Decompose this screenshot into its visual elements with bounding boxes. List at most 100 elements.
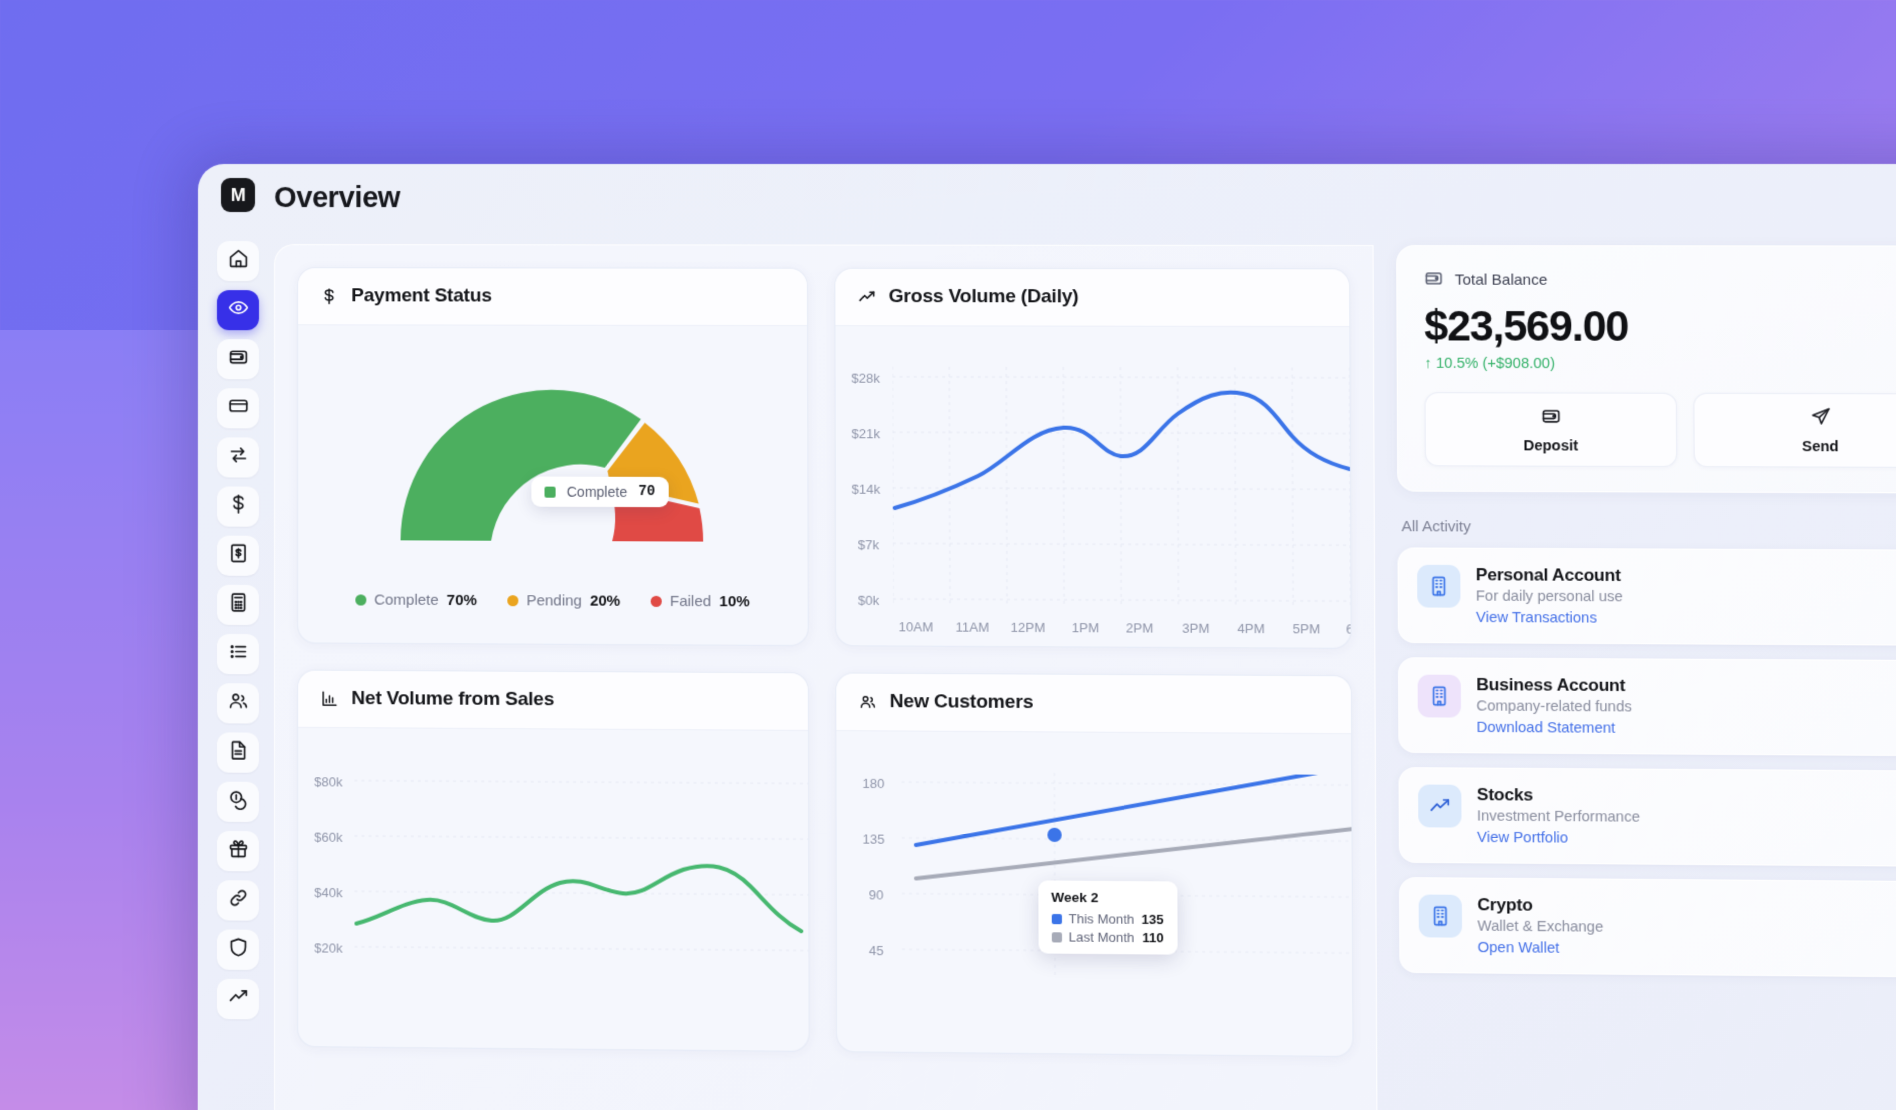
sidebar-item-wallet[interactable] — [216, 339, 260, 380]
tooltip-row-last-month: Last Month 110 — [1051, 929, 1164, 945]
activity-item-crypto[interactable]: Crypto Wallet & Exchange Open Wallet — [1398, 877, 1896, 978]
legend-item-failed: Failed 10% — [650, 593, 750, 611]
activity-link[interactable]: Download Statement — [1476, 719, 1616, 737]
x-tick: 4PM — [1237, 620, 1265, 637]
building-icon — [1417, 564, 1461, 608]
wallet-icon — [227, 346, 248, 372]
sidebar-item-documents[interactable] — [216, 732, 259, 773]
card-title: Net Volume from Sales — [351, 687, 555, 711]
legend-dot — [507, 595, 519, 607]
tooltip-row-this-month: This Month 135 — [1051, 911, 1164, 927]
building-icon — [1417, 674, 1461, 718]
deposit-label: Deposit — [1523, 438, 1579, 455]
tooltip-label: This Month — [1068, 911, 1135, 927]
activity-item-personal-account[interactable]: Personal Account For daily personal use … — [1397, 547, 1896, 646]
y-tick: $40k — [314, 884, 343, 901]
activity-item-stocks[interactable]: Stocks Investment Performance View Portf… — [1398, 767, 1896, 868]
right-rail: Total Balance $23,569.00 ↑ 10.5% (+$908.… — [1396, 245, 1896, 1110]
y-tick: $20k — [314, 940, 343, 956]
gross-volume-chart: $28k $21k $14k $7k $0k — [835, 326, 1352, 648]
new-customers-chart: 180 135 90 45 — [836, 731, 1353, 1056]
card-header: New Customers — [835, 673, 1352, 735]
net-volume-line — [354, 770, 809, 1006]
sidebar-item-links[interactable] — [216, 880, 259, 921]
send-button[interactable]: Send — [1693, 392, 1896, 468]
wallet-icon — [1540, 413, 1561, 430]
calculator-icon — [227, 592, 248, 618]
legend-dot — [650, 595, 662, 607]
legend-label: Pending — [526, 592, 582, 610]
legend-dot — [354, 594, 367, 606]
eye-icon — [227, 297, 248, 323]
activity-item-business-account[interactable]: Business Account Company-related funds D… — [1397, 657, 1896, 757]
legend-label: Complete — [374, 591, 439, 609]
sidebar-item-invoices[interactable] — [216, 535, 259, 576]
card-body: 180 135 90 45 — [836, 731, 1353, 1056]
card-title: New Customers — [889, 690, 1034, 714]
sidebar-item-analytics[interactable] — [216, 978, 259, 1020]
home-icon — [227, 248, 248, 274]
building-icon — [1418, 894, 1463, 938]
sidebar-item-cards[interactable] — [216, 388, 260, 429]
dollar-icon — [227, 493, 248, 520]
card-header: Net Volume from Sales — [298, 670, 808, 731]
tooltip-swatch — [1051, 931, 1062, 942]
balance-header: Total Balance — [1424, 268, 1896, 292]
y-tick: 135 — [862, 831, 885, 847]
trend-icon — [857, 288, 875, 306]
gauge-tooltip: Complete 70 — [531, 476, 669, 508]
sidebar-item-overview[interactable] — [216, 290, 260, 331]
tooltip-swatch — [1051, 913, 1062, 924]
y-tick: $21k — [851, 426, 881, 442]
activity-title: Crypto — [1477, 894, 1533, 915]
legend-value: 10% — [719, 593, 750, 611]
tooltip-title: Week 2 — [1051, 889, 1099, 906]
sidebar-item-customers[interactable] — [216, 683, 259, 724]
y-tick: $0k — [857, 592, 880, 608]
y-tick: 180 — [862, 775, 885, 792]
app-window: M — [197, 164, 1896, 1110]
activity-desc: Company-related funds — [1476, 698, 1632, 716]
activity-link[interactable]: View Portfolio — [1476, 829, 1569, 847]
card-new-customers: New Customers 180 135 90 45 — [834, 672, 1354, 1058]
sidebar-item-rewards[interactable] — [216, 830, 259, 872]
sidebar-item-list[interactable] — [216, 633, 259, 675]
card-net-volume: Net Volume from Sales $80k $60k $40k $20… — [297, 669, 810, 1052]
sidebar-item-home[interactable] — [216, 241, 260, 282]
activity-link[interactable]: View Transactions — [1475, 609, 1597, 627]
x-tick: 1PM — [1071, 620, 1100, 636]
activity-title: Business Account — [1476, 674, 1626, 696]
activity-link[interactable]: Open Wallet — [1477, 939, 1560, 957]
trend-icon — [1418, 784, 1462, 828]
card-gross-volume: Gross Volume (Daily) $28k $21k $14k $7k … — [833, 267, 1352, 649]
balance-amount: $23,569.00 — [1424, 301, 1629, 350]
net-volume-chart: $80k $60k $40k $20k — [298, 728, 808, 1051]
y-tick: $14k — [851, 481, 881, 497]
gauge-svg — [400, 389, 704, 542]
sidebar: M — [198, 164, 278, 1110]
trend-icon — [227, 986, 248, 1012]
tooltip-value: 135 — [1141, 911, 1164, 928]
send-icon — [1810, 413, 1831, 430]
activity-title: Personal Account — [1475, 565, 1621, 586]
sidebar-item-payments[interactable] — [216, 486, 260, 527]
sidebar-item-transfers[interactable] — [216, 437, 260, 478]
tooltip-label: Complete — [566, 483, 628, 500]
activity-desc: For daily personal use — [1475, 588, 1623, 606]
legend-value: 20% — [589, 592, 621, 610]
x-tick: 5PM — [1292, 621, 1321, 637]
sidebar-item-calculator[interactable] — [216, 584, 259, 626]
tooltip-swatch — [544, 486, 556, 498]
card-title: Gross Volume (Daily) — [888, 285, 1079, 308]
sidebar-item-security[interactable] — [216, 929, 259, 971]
payment-status-gauge — [298, 359, 807, 562]
x-tick: 10AM — [898, 619, 934, 635]
deposit-button[interactable]: Deposit — [1424, 392, 1678, 468]
app-logo[interactable]: M — [220, 178, 256, 213]
tooltip-value: 110 — [1142, 929, 1164, 946]
card-header: Gross Volume (Daily) — [834, 268, 1350, 328]
y-tick: 45 — [868, 942, 884, 959]
legend-item-pending: Pending 20% — [507, 592, 620, 610]
shield-icon — [227, 937, 248, 963]
sidebar-item-coins[interactable] — [216, 781, 259, 823]
